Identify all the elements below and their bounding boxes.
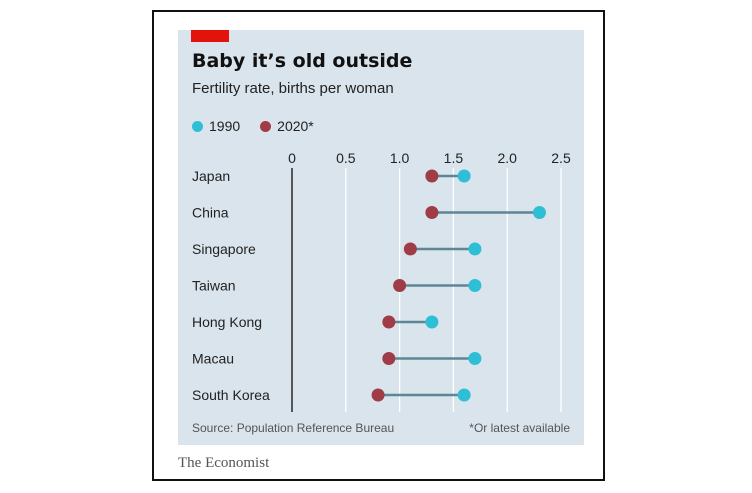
category-label: Hong Kong (192, 314, 262, 330)
dot-2020 (425, 169, 439, 183)
legend-label-2020: 2020* (277, 118, 314, 134)
legend-label-1990: 1990 (209, 118, 241, 134)
dot-1990 (468, 279, 482, 292)
x-tick-label: 0 (288, 150, 296, 166)
dot-1990 (457, 388, 471, 402)
category-label: Macau (192, 351, 234, 367)
dot-1990 (468, 242, 482, 256)
category-label: Singapore (192, 241, 256, 257)
publisher-wordmark: The Economist (178, 455, 270, 471)
legend-marker-2020 (260, 120, 272, 132)
x-tick-label: 1.5 (444, 150, 464, 166)
footnote: *Or latest available (469, 421, 570, 435)
legend-marker-1990 (192, 120, 203, 132)
dot-1990 (532, 206, 546, 219)
x-tick-label: 1.0 (390, 150, 410, 166)
brand-red-tag (191, 30, 229, 42)
category-label: Japan (192, 168, 230, 184)
chart-title: Baby it’s old outside (192, 50, 413, 72)
legend: 1990 2020* (192, 118, 334, 134)
legend-item-1990: 1990 (192, 118, 240, 134)
source-note: Source: Population Reference Bureau (192, 421, 395, 435)
dumbbell-chart: 0 0.5 1.0 1.5 2.0 2.5 Japan China Singapore Taiwa… (192, 150, 571, 412)
dot-1990 (457, 169, 471, 183)
figure-frame: Baby it’s old outside Fertility rate, bi… (152, 10, 605, 481)
dot-2020 (425, 206, 439, 219)
x-tick-label: 2.0 (497, 150, 517, 166)
chart-panel: Baby it’s old outside Fertility rate, bi… (178, 30, 584, 445)
legend-item-2020: 2020* (260, 118, 314, 134)
dot-2020 (403, 242, 417, 256)
dot-2020 (371, 388, 385, 402)
x-tick-label: 0.5 (336, 150, 356, 166)
chart-subtitle: Fertility rate, births per woman (192, 80, 394, 97)
category-label: China (192, 205, 229, 221)
category-label: Taiwan (192, 278, 236, 294)
dot-1990 (468, 352, 482, 365)
x-tick-label: 2.5 (551, 150, 571, 166)
category-label: South Korea (192, 387, 270, 403)
dot-1990 (425, 315, 439, 329)
dot-2020 (382, 352, 396, 365)
dot-2020 (393, 279, 407, 292)
dot-2020 (382, 315, 396, 329)
